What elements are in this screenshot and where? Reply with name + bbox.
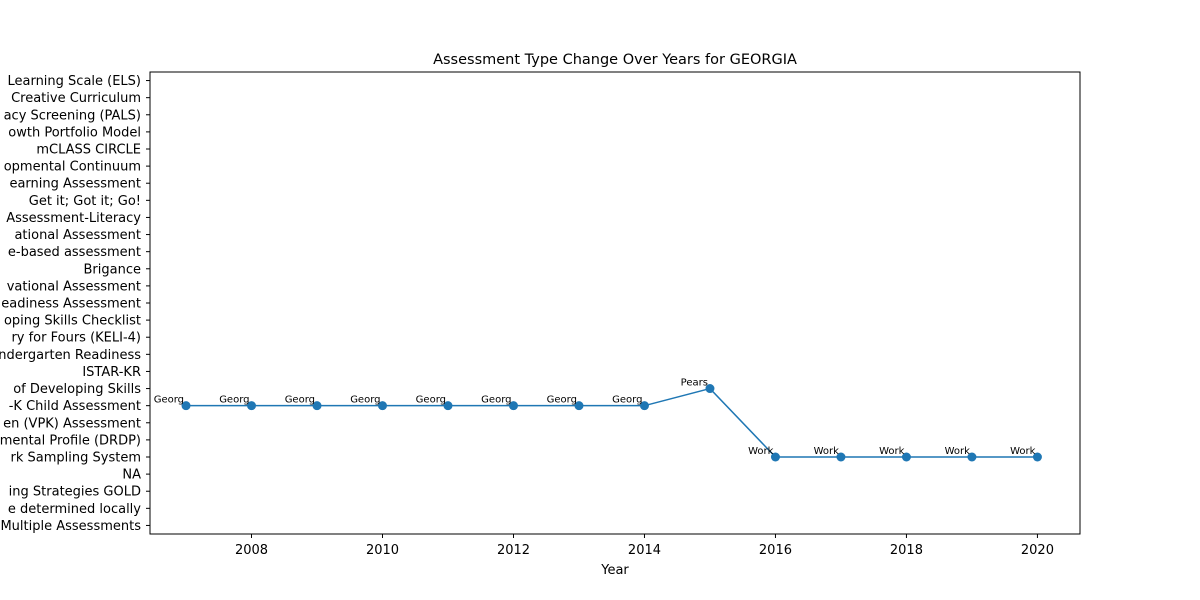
point-label: Georg [481, 395, 511, 406]
y-tick-label: earning Assessment [9, 177, 141, 192]
y-tick-label: -K Child Assessment [9, 399, 141, 414]
point-label: Georg [285, 395, 315, 406]
y-tick-label: e determined locally [8, 502, 141, 517]
y-tick-label: Get it; Got it; Go! [29, 194, 141, 209]
point-label: Georg [612, 395, 642, 406]
y-tick-label: eadiness Assessment [1, 297, 141, 312]
data-point [508, 401, 518, 411]
data-point [312, 401, 322, 411]
y-tick-label: oping Skills Checklist [4, 314, 141, 329]
data-point [1032, 452, 1042, 462]
x-tick-label: 2012 [497, 543, 530, 558]
point-label: Work [879, 446, 905, 457]
chart-title: Assessment Type Change Over Years for GE… [433, 52, 797, 68]
y-tick-label: owth Portfolio Model [8, 125, 141, 140]
plot-area-frame [149, 71, 1081, 535]
data-point [770, 452, 780, 462]
y-tick-label: rk Sampling System [11, 451, 141, 466]
y-tick-label: mental Profile (DRDP) [0, 433, 141, 448]
x-tick-label: 2010 [366, 543, 399, 558]
y-tick-label: Brigance [84, 262, 141, 277]
y-tick-label: ndergarten Readiness [0, 348, 141, 363]
y-tick-label: Creative Curriculum [11, 91, 141, 106]
data-point [378, 401, 387, 411]
data-point [574, 401, 584, 411]
y-axis-ticks: Multiple Assessments e determined locally… [0, 74, 150, 534]
data-point [836, 452, 846, 462]
x-tick-label: 2008 [235, 543, 268, 558]
point-label: Georg [416, 395, 446, 406]
point-label: Work [1010, 446, 1036, 457]
point-label: Georg [154, 395, 184, 406]
x-tick-label: 2020 [1021, 543, 1054, 558]
point-label: Georg [219, 395, 249, 406]
x-tick-label: 2014 [628, 543, 661, 558]
data-point [247, 401, 257, 411]
data-point [901, 452, 911, 462]
data-point [181, 401, 191, 411]
y-tick-label: ational Assessment [14, 228, 141, 243]
y-tick-label: ry for Fours (KELI-4) [11, 331, 141, 346]
y-tick-label: Multiple Assessments [0, 519, 141, 534]
y-tick-label: NA [122, 468, 141, 483]
x-tick-label: 2016 [759, 543, 792, 558]
x-tick-label: 2018 [890, 543, 923, 558]
point-label-layer: Georg Georg Georg Georg Georg Georg Georg Georg… [154, 378, 1036, 457]
y-tick-label: of Developing Skills [13, 382, 141, 397]
y-tick-label: ing Strategies GOLD [9, 485, 141, 500]
y-tick-label: mCLASS CIRCLE [36, 143, 141, 158]
y-tick-label: acy Screening (PALS) [4, 108, 141, 123]
data-point [443, 401, 453, 411]
x-axis-ticks: 2008 2010 2012 2014 2016 2018 2020 [235, 534, 1054, 558]
y-tick-label: ISTAR-KR [82, 365, 141, 380]
point-label: Georg [547, 395, 577, 406]
point-label: Work [814, 446, 840, 457]
data-point [967, 452, 977, 462]
x-axis-label: Year [600, 563, 629, 578]
y-tick-label: opmental Continuum [4, 160, 141, 175]
series-layer [181, 384, 1042, 462]
series-line [186, 387, 1038, 458]
y-tick-label: e-based assessment [8, 245, 141, 260]
y-tick-label: Assessment-Literacy [6, 211, 141, 226]
y-tick-label: Learning Scale (ELS) [7, 74, 141, 89]
point-label: Work [748, 446, 774, 457]
data-point [705, 384, 715, 394]
point-label: Pears [681, 378, 708, 389]
point-label: Georg [350, 395, 380, 406]
y-tick-label: en (VPK) Assessment [3, 416, 141, 431]
point-label: Work [945, 446, 971, 457]
y-tick-label: vational Assessment [7, 279, 141, 294]
data-point [639, 401, 649, 411]
